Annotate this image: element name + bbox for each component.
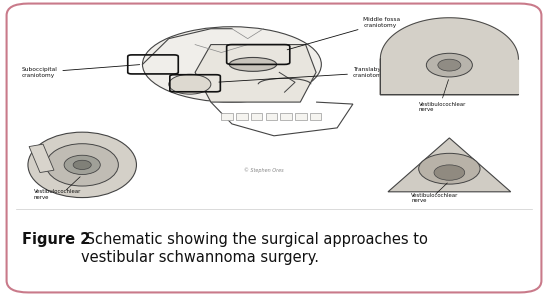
Ellipse shape bbox=[46, 144, 118, 186]
Ellipse shape bbox=[434, 165, 465, 180]
Ellipse shape bbox=[426, 53, 472, 77]
Ellipse shape bbox=[419, 153, 480, 184]
Ellipse shape bbox=[73, 160, 92, 170]
Bar bbox=[251, 113, 262, 120]
Text: Vestibulocochlear
nerve: Vestibulocochlear nerve bbox=[34, 189, 81, 200]
Bar bbox=[310, 113, 321, 120]
Bar bbox=[295, 113, 307, 120]
Ellipse shape bbox=[229, 57, 277, 71]
Ellipse shape bbox=[142, 27, 321, 102]
Text: Figure 2: Figure 2 bbox=[22, 232, 90, 247]
Polygon shape bbox=[195, 45, 316, 102]
Polygon shape bbox=[388, 138, 511, 192]
Text: Schematic showing the surgical approaches to
vestibular schwannoma surgery.: Schematic showing the surgical approache… bbox=[81, 232, 428, 265]
Text: Translabyrinthine
craniotomy: Translabyrinthine craniotomy bbox=[219, 67, 403, 82]
FancyBboxPatch shape bbox=[7, 4, 541, 292]
Text: © Stephen Ores: © Stephen Ores bbox=[244, 167, 283, 173]
Bar bbox=[266, 113, 277, 120]
Ellipse shape bbox=[169, 74, 211, 94]
Bar bbox=[236, 113, 248, 120]
Text: Vestibulocochlear
nerve: Vestibulocochlear nerve bbox=[411, 193, 458, 203]
Text: Middle fossa
craniotomy: Middle fossa craniotomy bbox=[287, 17, 401, 50]
Ellipse shape bbox=[438, 59, 461, 71]
Bar bbox=[281, 113, 292, 120]
Text: Suboccipital
craniotomy: Suboccipital craniotomy bbox=[21, 65, 140, 78]
Bar bbox=[221, 113, 233, 120]
Ellipse shape bbox=[64, 155, 100, 174]
Bar bbox=[29, 144, 54, 173]
Ellipse shape bbox=[28, 132, 136, 198]
Polygon shape bbox=[380, 18, 518, 95]
Text: Vestibulocochlear
nerve: Vestibulocochlear nerve bbox=[419, 102, 466, 112]
